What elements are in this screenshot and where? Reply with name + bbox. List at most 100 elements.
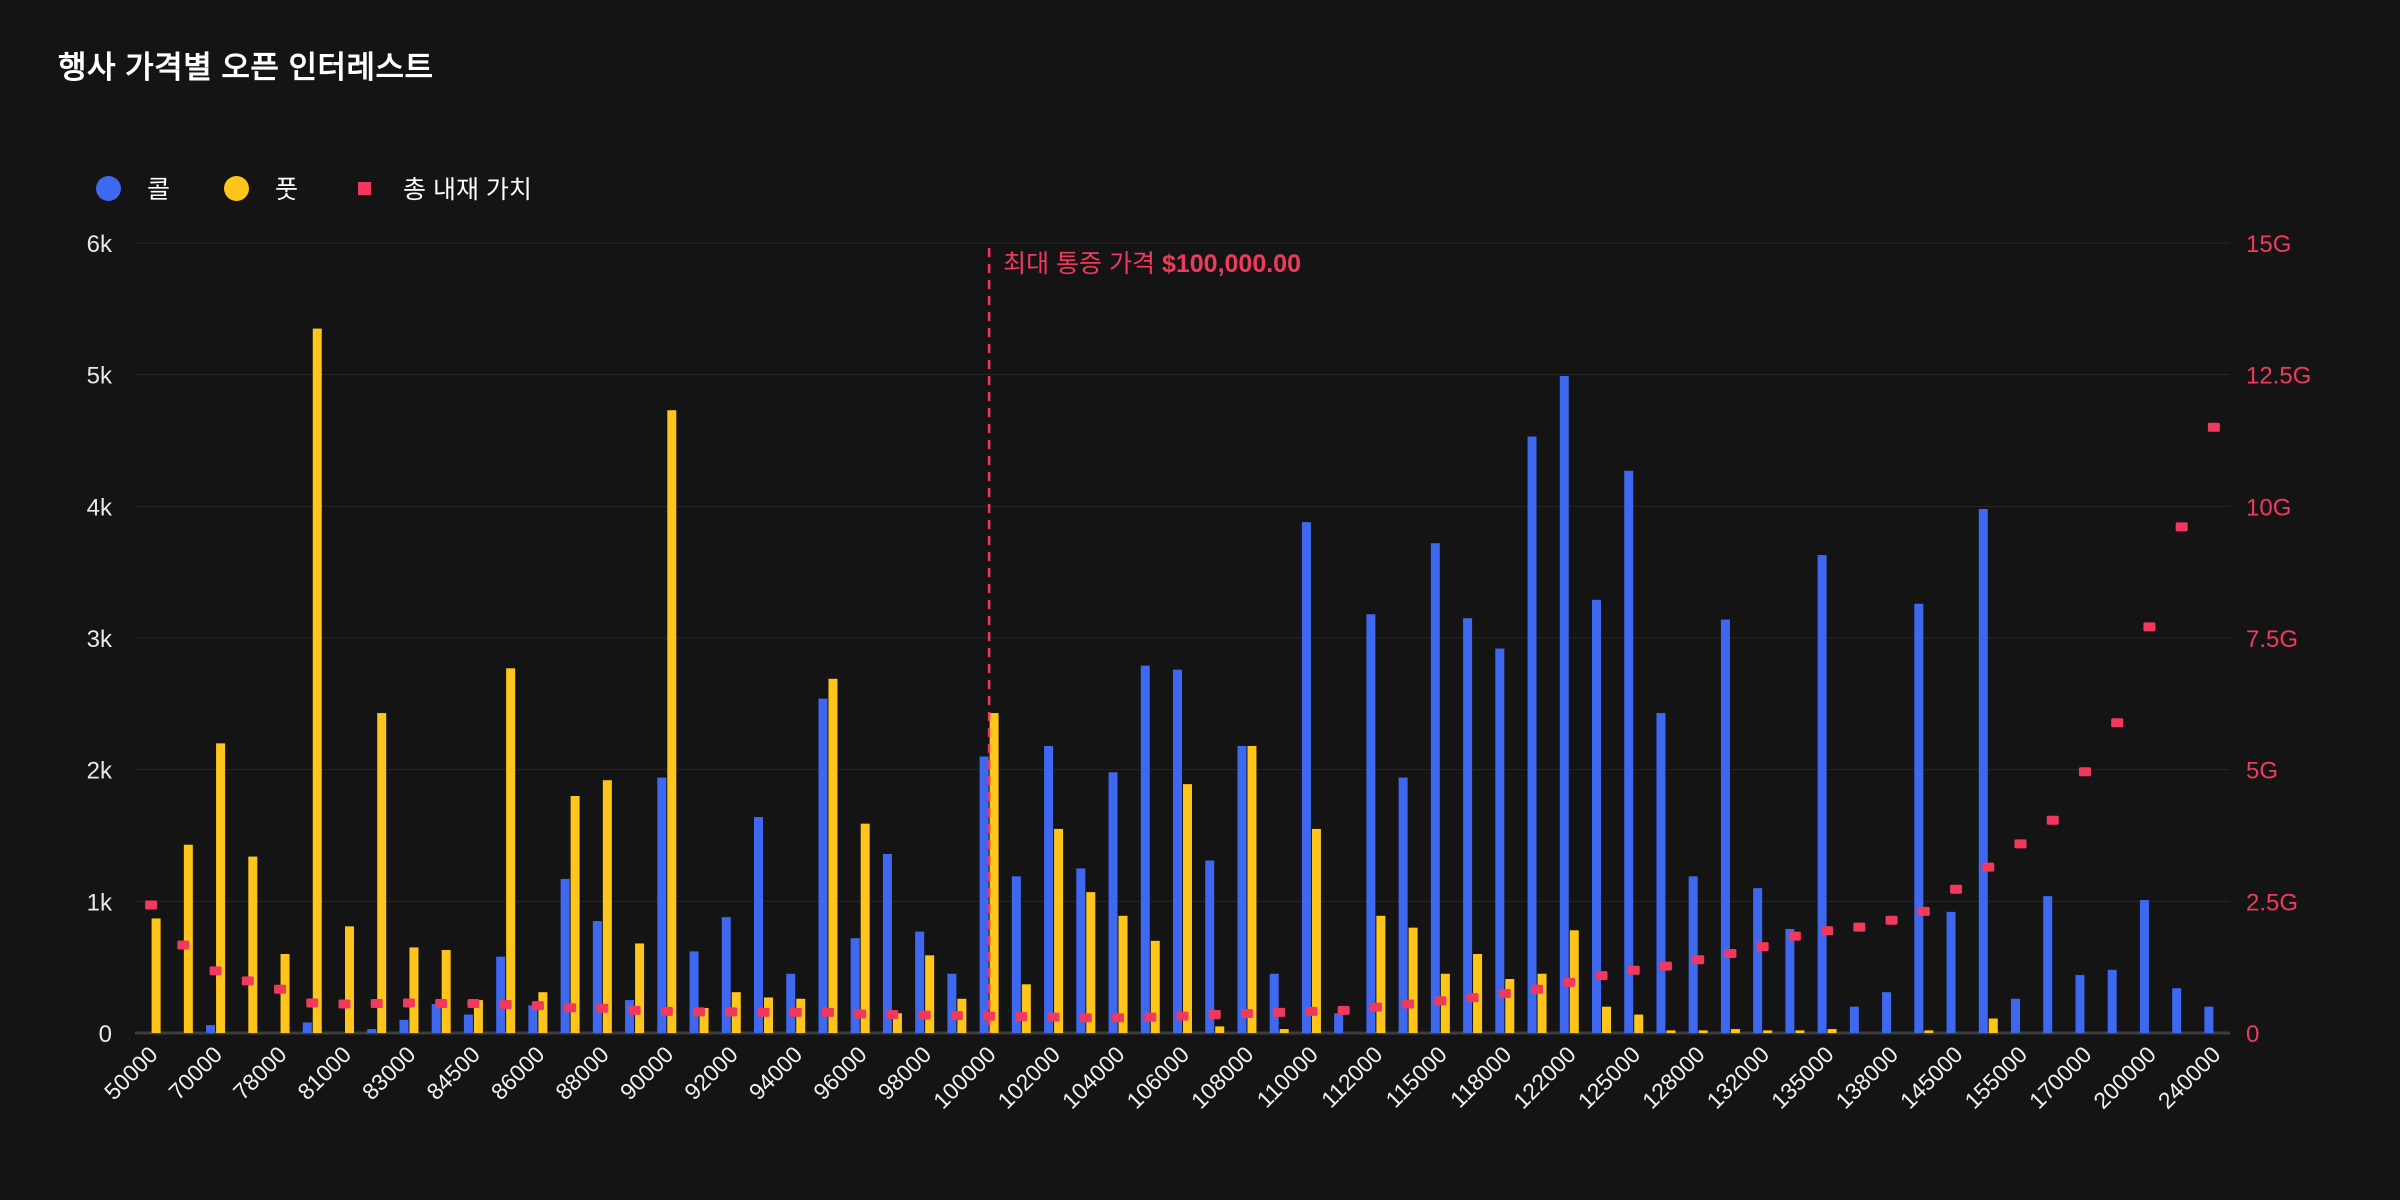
call-bar[interactable] [721, 917, 731, 1033]
call-bar[interactable] [431, 1004, 441, 1033]
put-bar[interactable] [1763, 1030, 1773, 1033]
intrinsic-marker[interactable] [467, 998, 480, 1008]
intrinsic-marker[interactable] [435, 998, 448, 1008]
intrinsic-marker[interactable] [338, 999, 351, 1009]
put-bar[interactable] [538, 992, 548, 1033]
intrinsic-marker[interactable] [1208, 1010, 1221, 1020]
intrinsic-marker[interactable] [1692, 955, 1705, 965]
call-bar[interactable] [1559, 375, 1569, 1033]
put-bar[interactable] [860, 823, 870, 1033]
put-bar[interactable] [1054, 828, 1064, 1033]
intrinsic-marker[interactable] [1273, 1007, 1286, 1017]
call-bar[interactable] [1076, 868, 1086, 1033]
put-bar[interactable] [1666, 1030, 1676, 1033]
put-bar[interactable] [699, 1007, 709, 1033]
call-bar[interactable] [2075, 975, 2085, 1033]
intrinsic-marker[interactable] [531, 1001, 544, 1011]
call-bar[interactable] [1978, 508, 1988, 1033]
intrinsic-marker[interactable] [821, 1007, 834, 1017]
call-bar[interactable] [1366, 614, 1376, 1033]
call-bar[interactable] [367, 1029, 377, 1033]
put-bar[interactable] [473, 1000, 483, 1033]
call-bar[interactable] [786, 973, 796, 1033]
put-bar[interactable] [506, 668, 516, 1033]
intrinsic-marker[interactable] [950, 1011, 963, 1021]
call-bar[interactable] [1398, 777, 1408, 1033]
intrinsic-marker[interactable] [177, 940, 190, 950]
intrinsic-marker[interactable] [402, 998, 415, 1008]
intrinsic-marker[interactable] [1821, 926, 1834, 936]
put-bar[interactable] [1827, 1029, 1837, 1033]
put-bar[interactable] [925, 955, 935, 1033]
intrinsic-marker[interactable] [1498, 988, 1511, 998]
intrinsic-marker[interactable] [1015, 1012, 1028, 1022]
put-bar[interactable] [635, 943, 645, 1033]
intrinsic-marker[interactable] [1659, 961, 1672, 971]
intrinsic-marker[interactable] [1144, 1012, 1157, 1022]
intrinsic-marker[interactable] [1369, 1002, 1382, 1012]
call-bar[interactable] [1430, 543, 1440, 1033]
put-bar[interactable] [1730, 1029, 1740, 1033]
call-bar[interactable] [850, 938, 860, 1033]
put-bar[interactable] [602, 780, 612, 1033]
put-bar[interactable] [248, 856, 258, 1033]
intrinsic-marker[interactable] [1724, 948, 1737, 958]
call-bar[interactable] [1108, 772, 1118, 1033]
put-bar[interactable] [828, 678, 838, 1033]
call-bar[interactable] [1592, 599, 1601, 1033]
intrinsic-marker[interactable] [241, 976, 254, 986]
put-bar[interactable] [1537, 973, 1547, 1033]
intrinsic-marker[interactable] [306, 998, 319, 1008]
put-bar[interactable] [570, 796, 580, 1033]
put-bar[interactable] [183, 844, 193, 1033]
put-bar[interactable] [989, 713, 999, 1033]
put-bar[interactable] [1376, 915, 1386, 1033]
call-bar[interactable] [818, 698, 828, 1033]
put-bar[interactable] [1698, 1030, 1708, 1033]
call-bar[interactable] [496, 956, 506, 1033]
call-bar[interactable] [1785, 928, 1795, 1033]
put-bar[interactable] [1988, 1018, 1998, 1033]
legend-item-intrinsic[interactable]: 총 내재 가치 [352, 170, 532, 206]
put-bar[interactable] [892, 1013, 902, 1033]
call-bar[interactable] [2011, 998, 2020, 1033]
intrinsic-marker[interactable] [1595, 971, 1608, 981]
call-bar[interactable] [1946, 911, 1956, 1033]
put-bar[interactable] [1247, 745, 1257, 1033]
call-bar[interactable] [560, 878, 570, 1033]
legend-item-call[interactable]: 콜 [96, 170, 170, 206]
intrinsic-marker[interactable] [370, 998, 383, 1008]
put-bar[interactable] [667, 410, 677, 1033]
intrinsic-marker[interactable] [1885, 915, 1898, 925]
call-bar[interactable] [1656, 713, 1666, 1033]
intrinsic-marker[interactable] [757, 1007, 770, 1017]
call-bar[interactable] [528, 1005, 538, 1033]
intrinsic-marker[interactable] [1531, 984, 1544, 994]
call-bar[interactable] [1301, 522, 1311, 1033]
intrinsic-marker[interactable] [1950, 884, 1963, 894]
legend-item-put[interactable]: 풋 [224, 170, 298, 206]
put-bar[interactable] [1086, 892, 1096, 1033]
put-bar[interactable] [151, 918, 161, 1033]
call-bar[interactable] [1173, 669, 1182, 1033]
call-bar[interactable] [1205, 860, 1215, 1033]
call-bar[interactable] [947, 973, 957, 1033]
intrinsic-marker[interactable] [725, 1007, 738, 1017]
call-bar[interactable] [2107, 969, 2117, 1033]
intrinsic-marker[interactable] [918, 1010, 931, 1020]
call-bar[interactable] [1527, 436, 1537, 1033]
intrinsic-marker[interactable] [886, 1010, 899, 1020]
call-bar[interactable] [463, 1014, 473, 1033]
call-bar[interactable] [1011, 876, 1021, 1033]
intrinsic-marker[interactable] [1466, 993, 1479, 1003]
call-bar[interactable] [1044, 745, 1054, 1033]
put-bar[interactable] [1150, 940, 1160, 1033]
put-bar[interactable] [1408, 927, 1418, 1033]
call-bar[interactable] [915, 931, 925, 1033]
intrinsic-marker[interactable] [2111, 718, 2124, 728]
call-bar[interactable] [2172, 988, 2182, 1033]
call-bar[interactable] [689, 951, 699, 1033]
call-bar[interactable] [1463, 618, 1473, 1033]
call-bar[interactable] [979, 756, 989, 1034]
put-bar[interactable] [345, 926, 354, 1033]
